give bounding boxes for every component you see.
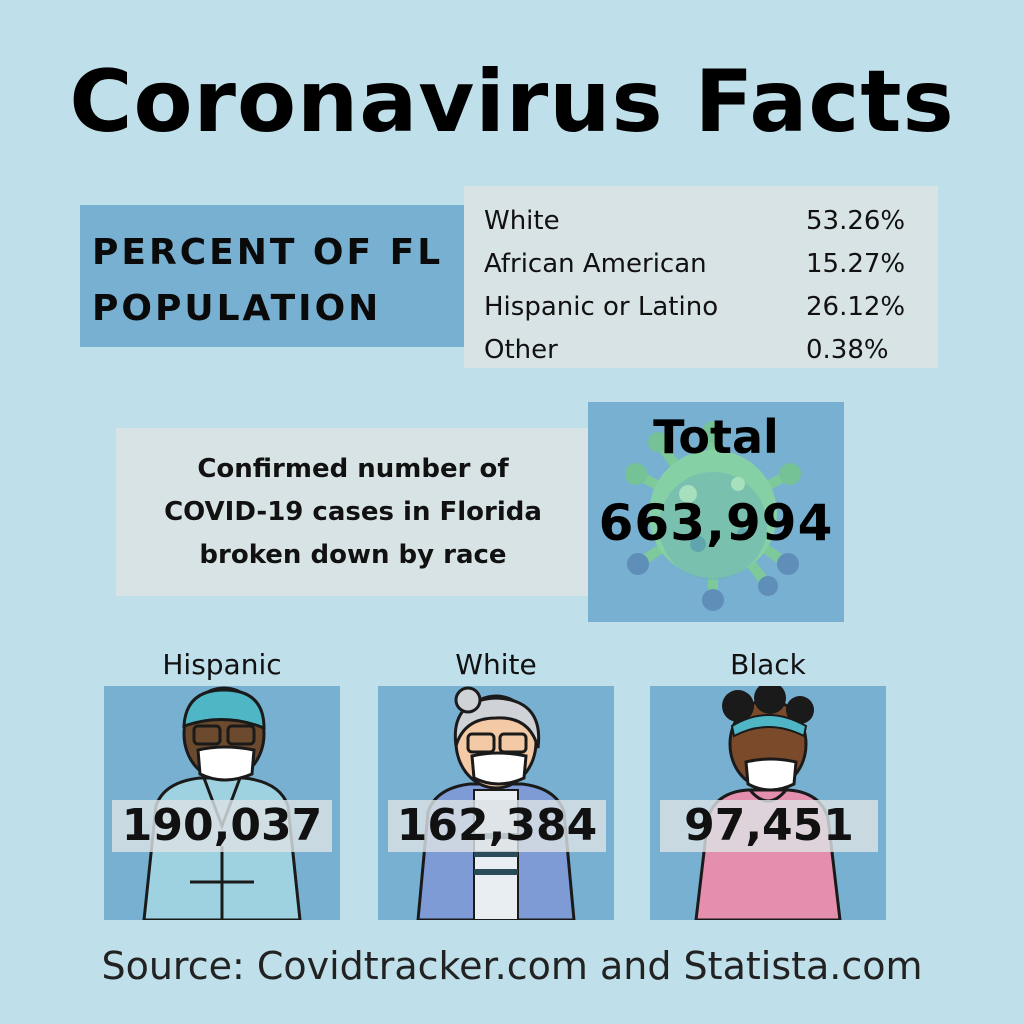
population-row: African American 15.27%: [484, 243, 918, 286]
caption-line2: COVID-19 cases in Florida: [164, 496, 542, 527]
population-label-line2: POPULATION: [92, 288, 382, 329]
population-label-line1: PERCENT OF FL: [92, 232, 444, 273]
coronavirus-icon: [625, 421, 801, 611]
group-label-hispanic: Hispanic: [162, 648, 282, 681]
caption-line3: broken down by race: [199, 539, 507, 570]
group-label-white: White: [455, 648, 537, 681]
white-card: 162,384: [378, 686, 614, 920]
population-label-panel: PERCENT OF FL POPULATION: [80, 205, 466, 347]
black-count: 97,451: [660, 800, 878, 852]
black-card: 97,451: [650, 686, 886, 920]
total-label: Total: [653, 410, 779, 464]
population-table: White 53.26% African American 15.27% His…: [464, 186, 938, 368]
population-row: Other 0.38%: [484, 329, 918, 372]
confirmed-cases-caption: Confirmed number of COVID-19 cases in Fl…: [116, 428, 590, 596]
population-percent: 15.27%: [806, 249, 906, 279]
population-percent: 26.12%: [806, 292, 906, 322]
population-percent: 0.38%: [806, 335, 889, 365]
population-row: White 53.26%: [484, 200, 918, 243]
page-title: Coronavirus Facts: [69, 52, 955, 152]
population-group: Other: [484, 335, 558, 365]
population-group: Hispanic or Latino: [484, 292, 719, 322]
hispanic-card: 190,037: [104, 686, 340, 920]
caption-line1: Confirmed number of: [197, 453, 509, 484]
total-value: 663,994: [598, 494, 834, 552]
population-group: White: [484, 206, 560, 236]
group-label-black: Black: [730, 648, 806, 681]
population-row: Hispanic or Latino 26.12%: [484, 286, 918, 329]
population-group: African American: [484, 249, 707, 279]
hispanic-count: 190,037: [112, 800, 332, 852]
population-percent: 53.26%: [806, 206, 906, 236]
source-credit: Source: Covidtracker.com and Statista.co…: [101, 944, 923, 988]
total-cases-panel: Total 663,994: [588, 402, 844, 622]
white-count: 162,384: [388, 800, 606, 852]
